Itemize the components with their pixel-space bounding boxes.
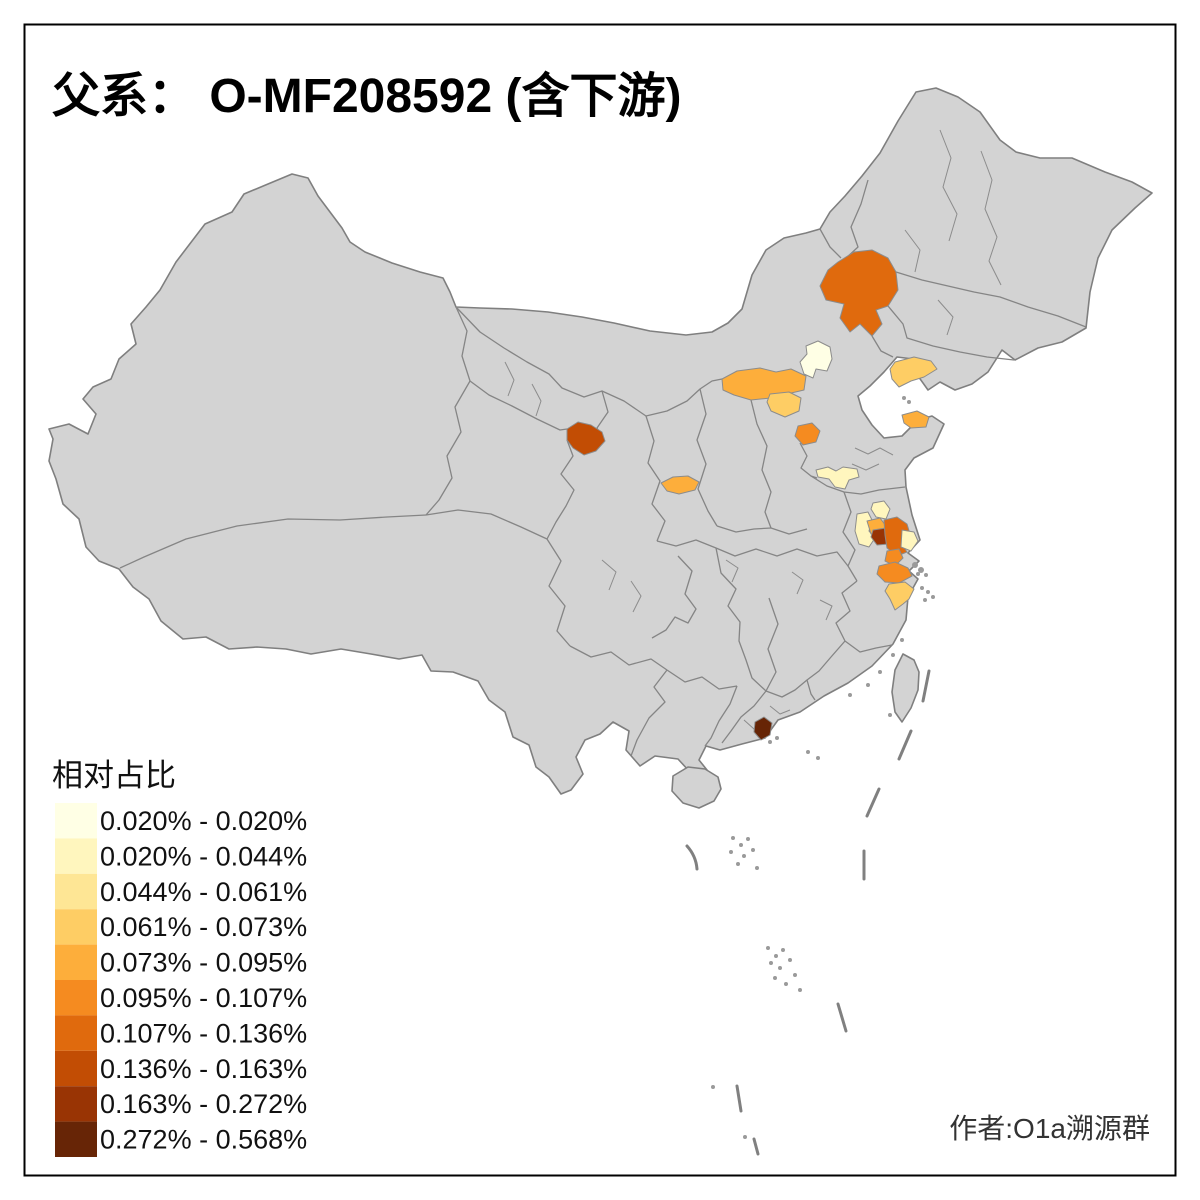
province-borders [119, 179, 1087, 757]
hainan-island [671, 766, 722, 809]
legend-label: 0.107% - 0.136% [100, 1018, 307, 1048]
legend-label: 0.044% - 0.061% [100, 877, 307, 907]
region-suzhou [884, 548, 904, 567]
legend-label: 0.136% - 0.163% [100, 1054, 307, 1084]
region-huaian [870, 500, 891, 520]
legend-item: 0.044% - 0.061% [55, 873, 307, 910]
region-shenzhen [753, 716, 773, 741]
sea-islands [711, 396, 935, 1139]
region-yantai-weihai [901, 410, 930, 429]
legend-label: 0.163% - 0.272% [100, 1089, 307, 1119]
legend-swatch [55, 1121, 97, 1157]
legend-swatch [55, 944, 97, 980]
legend-item: 0.107% - 0.136% [55, 1015, 307, 1051]
legend-swatch [55, 1015, 97, 1051]
region-huludao-jinzhou [889, 356, 938, 388]
colored-regions [566, 249, 938, 741]
nine-dash-line [685, 669, 931, 1156]
taiwan-island [891, 653, 920, 723]
legend-label: 0.020% - 0.020% [100, 806, 307, 836]
region-ningbo [884, 581, 915, 611]
legend-item: 0.272% - 0.568% [55, 1121, 307, 1157]
legend-label: 0.020% - 0.044% [100, 841, 307, 871]
region-shijiazhuang [794, 422, 821, 446]
legend-swatch [55, 803, 97, 839]
legend-item: 0.163% - 0.272% [55, 1086, 307, 1122]
region-lanzhou [566, 421, 606, 456]
legend-item: 0.020% - 0.020% [55, 803, 307, 839]
legend-item: 0.020% - 0.044% [55, 838, 307, 874]
region-xuzhou [815, 466, 860, 490]
region-tianshui [660, 475, 700, 495]
legend-item: 0.061% - 0.073% [55, 909, 307, 945]
legend-swatch [55, 909, 97, 945]
legend-item: 0.073% - 0.095% [55, 944, 307, 980]
region-beijing [799, 340, 833, 379]
legend-swatch [55, 873, 97, 910]
legend-swatch [55, 1050, 97, 1087]
legend-label: 0.061% - 0.073% [100, 912, 307, 942]
legend-swatch [55, 980, 97, 1016]
prefecture-borders [504, 129, 1002, 730]
legend-label: 0.272% - 0.568% [100, 1125, 307, 1155]
legend-item: 0.136% - 0.163% [55, 1050, 307, 1087]
legend-swatch [55, 838, 97, 874]
region-chifeng [819, 249, 899, 337]
legend-item: 0.095% - 0.107% [55, 980, 307, 1016]
region-baoding [766, 391, 802, 418]
legend: 相对占比 0.020% - 0.020% 0.020% - 0.044% 0.044… [52, 758, 307, 1157]
map-title: 父系： O-MF208592 (含下游) [52, 70, 681, 123]
legend-rows: 0.020% - 0.020% 0.020% - 0.044% 0.044% - 0… [55, 803, 307, 1157]
region-hangzhou [876, 561, 913, 584]
legend-swatch [55, 1086, 97, 1122]
legend-label: 0.095% - 0.107% [100, 983, 307, 1013]
legend-title: 相对占比 [52, 758, 176, 793]
credit-text: 作者:O1a溯源群 [949, 1113, 1150, 1144]
legend-label: 0.073% - 0.095% [100, 948, 307, 978]
region-nantong-east [900, 529, 919, 552]
